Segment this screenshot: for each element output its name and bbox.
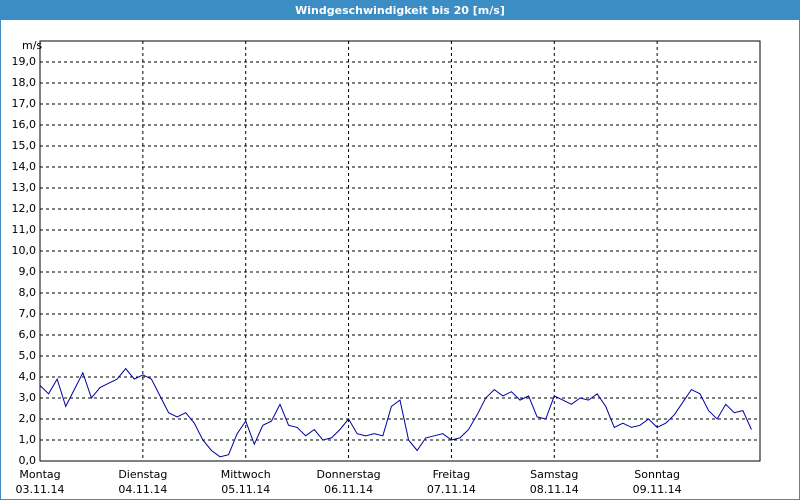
y-tick-label: 8,0 [19,286,37,299]
y-tick-label: 14,0 [12,160,37,173]
y-tick-label: 5,0 [19,349,37,362]
chart-title: Windgeschwindigkeit bis 20 [m/s] [295,4,505,17]
x-tick-label: Montag [19,468,60,481]
y-tick-label: 3,0 [19,391,37,404]
x-tick-date: 08.11.14 [530,483,579,496]
title-bar [0,0,800,20]
y-tick-label: 7,0 [19,307,37,320]
y-tick-label: 11,0 [12,223,37,236]
y-tick-label: 10,0 [12,244,37,257]
y-tick-label: 2,0 [19,412,37,425]
x-tick-date: 03.11.14 [16,483,65,496]
x-tick-label: Mittwoch [221,468,271,481]
x-tick-label: Sonntag [634,468,680,481]
x-tick-date: 07.11.14 [427,483,476,496]
x-tick-date: 04.11.14 [118,483,167,496]
y-tick-label: 15,0 [12,139,37,152]
x-tick-date: 05.11.14 [221,483,270,496]
x-tick-date: 06.11.14 [324,483,373,496]
y-tick-label: 1,0 [19,433,37,446]
y-tick-label: 17,0 [12,97,37,110]
y-tick-label: 0,0 [19,454,37,467]
y-axis-label: m/s [22,39,42,52]
y-tick-label: 18,0 [12,76,37,89]
x-tick-label: Freitag [433,468,471,481]
x-tick-date: 09.11.14 [633,483,682,496]
x-tick-label: Dienstag [118,468,167,481]
y-tick-label: 13,0 [12,181,37,194]
y-tick-label: 12,0 [12,202,37,215]
x-tick-label: Samstag [530,468,578,481]
y-tick-label: 6,0 [19,328,37,341]
y-tick-label: 4,0 [19,370,37,383]
y-tick-label: 16,0 [12,118,37,131]
y-tick-label: 9,0 [19,265,37,278]
data-line [39,367,752,458]
y-tick-label: 19,0 [12,55,37,68]
x-tick-label: Donnerstag [316,468,380,481]
